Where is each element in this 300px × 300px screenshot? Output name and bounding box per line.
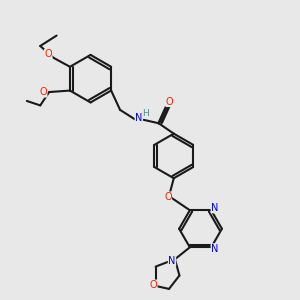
Text: O: O xyxy=(39,87,47,97)
Text: N: N xyxy=(135,113,142,123)
Text: H: H xyxy=(142,109,149,118)
Text: O: O xyxy=(166,97,173,106)
Text: N: N xyxy=(168,256,176,266)
Text: N: N xyxy=(211,244,218,254)
Text: O: O xyxy=(164,192,172,202)
Text: O: O xyxy=(149,280,157,290)
Text: O: O xyxy=(44,49,52,59)
Text: N: N xyxy=(211,203,218,213)
